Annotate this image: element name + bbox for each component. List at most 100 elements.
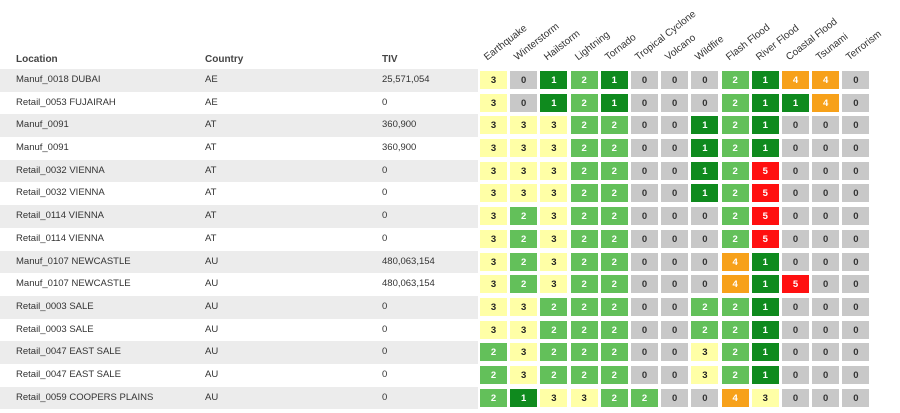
table-row[interactable]: Manuf_0107 NEWCASTLE AU 480,063,154 3 2 3 2 2 0 0… — [0, 250, 900, 274]
table-row[interactable]: Retail_0047 EAST SALE AU 0 2 3 2 2 2 0 0 3 2 1 0 0 0 — [0, 341, 900, 364]
hazard-score-cell: 2 — [720, 92, 750, 113]
tiv-cell: 0 — [382, 210, 388, 222]
table-row[interactable]: Manuf_0091 AT 360,900 3 3 3 2 2 0 0 1 2 1 0 0 0 — [0, 137, 900, 160]
country-cell: AU — [205, 255, 219, 267]
hazard-score-cell: 1 — [539, 92, 569, 113]
hazard-score-cell: 2 — [569, 138, 599, 159]
table-row[interactable]: Manuf_0018 DUBAI AE 25,571,054 3 0 1 2 1 0 0 0 2 1 4 4… — [0, 69, 900, 92]
tiv-cell: 0 — [382, 300, 388, 312]
hazard-score-cell: 3 — [509, 138, 539, 159]
hazard-score-cell: 0 — [690, 251, 720, 272]
column-header-hazard[interactable]: Terrorism — [844, 28, 885, 63]
hazard-score-cell: 0 — [781, 251, 810, 272]
hazard-score-cell: 0 — [781, 160, 810, 181]
row-background — [0, 386, 478, 410]
tiv-cell: 0 — [382, 368, 388, 380]
tiv-cell: 360,900 — [382, 119, 417, 131]
hazard-score-cell: 2 — [569, 206, 599, 227]
hazard-score-cell: 0 — [660, 296, 690, 317]
hazard-score-cell: 0 — [630, 364, 659, 385]
hazard-score-cell: 0 — [841, 115, 871, 136]
tiv-cell: 480,063,154 — [382, 278, 435, 290]
hazard-score-cell: 0 — [841, 70, 871, 90]
hazard-score-cell: 0 — [630, 115, 659, 136]
hazard-score-cell: 0 — [660, 115, 690, 136]
hazard-score-cell: 0 — [630, 183, 659, 204]
hazard-score-cell: 0 — [841, 296, 871, 317]
tiv-cell: 360,900 — [382, 142, 417, 154]
hazard-score-cell: 0 — [630, 160, 659, 181]
table-row[interactable]: Retail_0047 EAST SALE AU 0 2 3 2 2 2 0 0 3 2 1 0 0 0 — [0, 364, 900, 387]
hazard-score-cell: 0 — [630, 319, 659, 340]
row-background — [0, 205, 478, 228]
tiv-cell: 0 — [382, 187, 388, 199]
country-cell: AU — [205, 368, 219, 380]
hazard-score-cell: 3 — [539, 160, 569, 181]
hazard-score-cell: 0 — [690, 387, 720, 408]
table-row[interactable]: Manuf_0091 AT 360,900 3 3 3 2 2 0 0 1 2 1 0 0 0 — [0, 114, 900, 138]
tiv-cell: 0 — [382, 96, 388, 108]
hazard-score-cell: 0 — [630, 251, 659, 272]
column-header-tiv[interactable]: TIV — [382, 54, 398, 65]
tiv-cell: 480,063,154 — [382, 255, 435, 267]
hazard-score-cell: 1 — [750, 342, 780, 363]
table-row[interactable]: Retail_0032 VIENNA AT 0 3 3 3 2 2 0 0 1 2 5 0 0 0 — [0, 159, 900, 183]
country-cell: AE — [205, 74, 218, 85]
hazard-score-cell: 2 — [569, 296, 599, 317]
hazard-score-cell: 5 — [750, 160, 780, 181]
table-row[interactable]: Retail_0032 VIENNA AT 0 3 3 3 2 2 0 0 1 2 5 0 0 0 — [0, 182, 900, 205]
hazard-score-cell: 2 — [539, 342, 569, 363]
hazard-score-cell: 0 — [781, 364, 810, 385]
column-header-location[interactable]: Location — [16, 54, 58, 65]
hazard-score-cell: 1 — [750, 296, 780, 317]
column-header-hazard[interactable]: Wildfire — [693, 33, 727, 63]
hazard-score-cell: 4 — [811, 92, 841, 113]
table-row[interactable]: Retail_0053 FUJAIRAH AE 0 3 0 1 2 1 0 0 0 2 1 1 4 0 — [0, 92, 900, 115]
country-cell: AE — [205, 96, 218, 108]
country-cell: AU — [205, 300, 219, 312]
hazard-score-cell: 2 — [599, 274, 629, 295]
location-cell: Retail_0114 VIENNA — [16, 232, 105, 244]
hazard-table-body: Manuf_0018 DUBAI AE 25,571,054 3 0 1 2 1 0 0 0 2 1 4 4… — [0, 69, 900, 410]
hazard-score-cell: 3 — [690, 364, 720, 385]
hazard-score-cell: 1 — [509, 387, 539, 408]
hazard-score-cell: 2 — [569, 115, 599, 136]
hazard-score-cell: 3 — [539, 138, 569, 159]
hazard-score-cell: 3 — [539, 251, 569, 272]
table-row[interactable]: Retail_0003 SALE AU 0 3 3 2 2 2 0 0 2 2 1 0 0 0 — [0, 319, 900, 342]
hazard-score-cell: 2 — [599, 228, 629, 249]
country-cell: AT — [205, 119, 217, 131]
hazard-score-cell: 2 — [539, 296, 569, 317]
tiv-cell: 0 — [382, 391, 388, 403]
hazard-score-cell: 1 — [750, 92, 780, 113]
hazard-score-cell: 2 — [569, 183, 599, 204]
hazard-score-cell: 2 — [720, 228, 750, 249]
hazard-score-cell: 3 — [479, 206, 508, 227]
row-background — [0, 250, 478, 274]
location-cell: Retail_0047 EAST SALE — [16, 368, 121, 380]
hazard-score-cell: 3 — [539, 183, 569, 204]
hazard-score-cell: 2 — [479, 342, 508, 363]
hazard-score-cell: 3 — [509, 364, 539, 385]
hazard-score-cell: 3 — [509, 115, 539, 136]
table-row[interactable]: Retail_0003 SALE AU 0 3 3 2 2 2 0 0 2 2 1 0 0 0 — [0, 295, 900, 319]
hazard-score-cell: 1 — [750, 364, 780, 385]
hazard-score-cell: 5 — [781, 274, 810, 295]
hazard-score-cell: 0 — [841, 183, 871, 204]
table-row[interactable]: Retail_0059 COOPERS PLAINS AU 0 2 1 3 3 2 2 0 0 4 3 0… — [0, 386, 900, 410]
hazard-score-cell: 2 — [599, 206, 629, 227]
table-row[interactable]: Retail_0114 VIENNA AT 0 3 2 3 2 2 0 0 0 2 5 0 0 0 — [0, 228, 900, 251]
hazard-score-cell: 0 — [660, 251, 690, 272]
column-header-country[interactable]: Country — [205, 54, 244, 65]
hazard-score-cell: 0 — [630, 206, 659, 227]
hazard-score-cell: 1 — [750, 251, 780, 272]
hazard-score-cell: 1 — [539, 70, 569, 90]
hazard-score-cell: 0 — [781, 228, 810, 249]
table-row[interactable]: Retail_0114 VIENNA AT 0 3 2 3 2 2 0 0 0 2 5 0 0 0 — [0, 205, 900, 228]
hazard-score-cell: 0 — [660, 342, 690, 363]
table-row[interactable]: Manuf_0107 NEWCASTLE AU 480,063,154 3 2 3 2 2 0 0… — [0, 273, 900, 296]
hazard-score-cell: 2 — [569, 92, 599, 113]
hazard-score-cell: 1 — [750, 274, 780, 295]
hazard-score-cell: 0 — [660, 183, 690, 204]
hazard-score-cell: 2 — [509, 206, 539, 227]
